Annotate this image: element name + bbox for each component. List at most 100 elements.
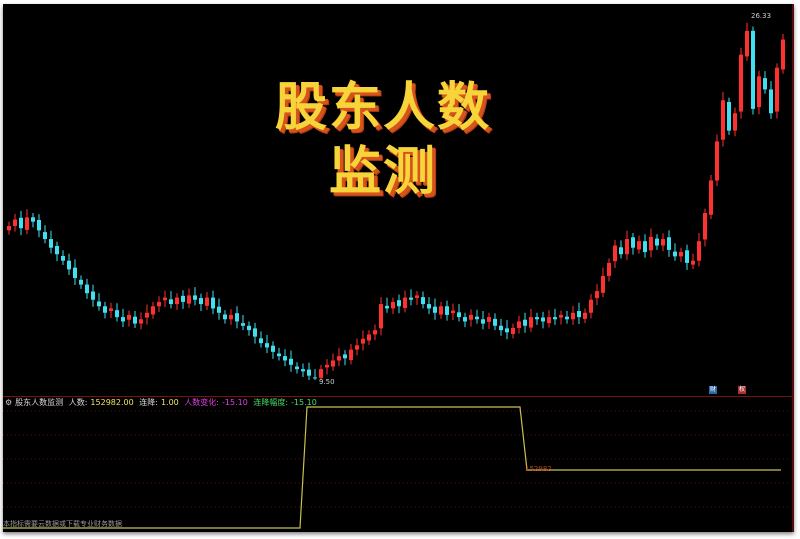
candle [595,284,599,305]
candle [199,293,203,312]
candle [703,208,707,247]
candle [535,312,539,325]
candle-body [73,267,77,279]
candle-body [697,241,701,261]
candle-body [709,180,713,215]
indicator-legend: ⚙ 股东人数监测 人数: 152982.00 连降: 1.00 人数变化: -15.10… [5,397,320,408]
candle [25,209,29,235]
candle-body [751,30,755,109]
candle-body [559,314,563,318]
indicator-name[interactable]: 股东人数监测 [15,398,64,407]
candle-body [127,314,131,320]
candle [751,26,755,115]
candle-body [319,369,323,378]
candle-body [277,353,281,357]
candle-body [43,232,47,240]
candle [757,70,761,115]
candle-body [163,297,167,301]
candle [637,235,641,254]
candle [613,239,617,269]
candle-body [205,297,209,306]
candle-body [715,141,719,181]
overlay-title-line1: 股东人数 [274,78,491,138]
panel-divider[interactable] [3,396,794,397]
holders-value: 152982.00 [90,398,134,407]
candle-body [583,312,587,319]
bottom-note: 本指标需要云数据或下载专业财务数据 [3,520,122,528]
candle [445,300,449,321]
candle [379,297,383,336]
candle [265,334,269,354]
candle-body [13,219,17,227]
candle-body [235,313,239,322]
consecutive-label: 连降: [139,398,158,407]
candle [763,71,767,94]
candle-body [397,300,401,307]
candle [181,290,185,309]
finance-badge[interactable]: 财 [709,386,717,394]
candle [49,230,53,254]
candle-body [133,316,137,324]
candle-body [415,295,419,299]
candle-body [385,305,389,309]
candle [721,91,725,147]
indicator-chart[interactable] [3,397,794,532]
candle [727,97,731,135]
candle [619,240,623,259]
candle-body [613,245,617,262]
candle [277,347,281,361]
candle-body [619,247,623,255]
candle [481,311,485,330]
candle-body [391,301,395,309]
candle [469,309,473,327]
candle-body [553,317,557,320]
candlestick-chart[interactable] [3,4,794,396]
candle [715,134,719,187]
overlay-title: 股东人数 监测 [203,76,563,204]
candle-body [703,213,707,240]
candle [343,350,347,366]
candle-body [637,241,641,250]
candle [607,258,611,282]
candle [487,312,491,329]
candle [67,253,71,276]
candle [223,310,227,324]
candle-body [175,297,179,305]
candle [229,309,233,325]
candle [451,303,455,321]
candle [301,363,305,377]
candle-body [25,217,29,230]
candle [559,310,563,325]
candle [193,287,197,306]
candle [91,284,95,307]
candle [247,321,251,336]
candle-body [607,262,611,276]
candle [529,308,533,332]
candle [259,331,263,348]
candle [649,228,653,258]
candle-body [439,306,443,315]
candle [205,291,209,311]
candle-body [229,314,233,320]
candle [391,297,395,315]
candle-body [457,312,461,318]
candle [307,362,311,380]
candle-body [565,316,569,320]
candle [85,278,89,299]
candle [709,174,713,220]
candle [217,298,221,320]
candle-body [541,317,545,322]
candle-body [247,325,251,331]
stock-chart-window: 26.33 9.50 财 权 股东人数 监测 ⚙ 股东人数监测 人数: 152982… [3,4,794,532]
settings-icon[interactable]: ⚙ [5,398,13,407]
change-value: -15.10 [222,398,248,407]
candle-body [547,317,551,324]
candle-body [625,239,629,255]
candle [169,291,173,309]
rights-badge[interactable]: 权 [738,386,746,394]
candle-body [307,369,311,376]
candle [31,213,35,228]
candle [79,275,83,289]
candle-body [421,297,425,305]
candle [325,359,329,375]
